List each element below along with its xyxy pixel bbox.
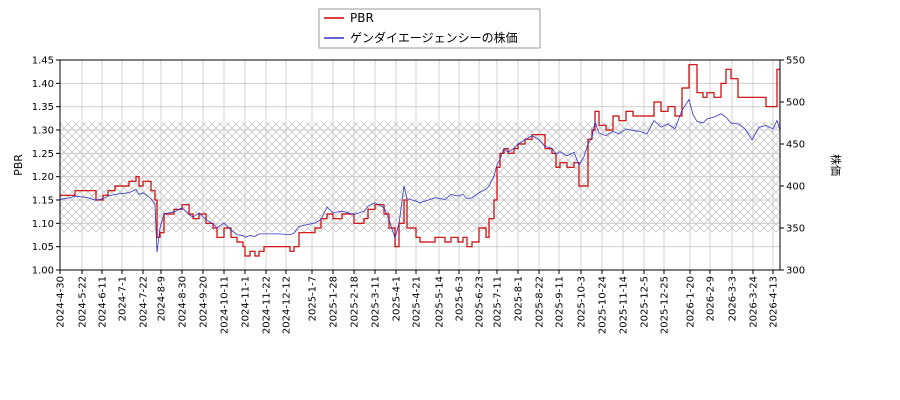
x-tick-label: 2025-8-1 xyxy=(514,276,525,321)
y-left-tick-label: 1.25 xyxy=(32,149,54,160)
x-tick-label: 2025-12-25 xyxy=(660,276,671,334)
x-tick-label: 2025-10-24 xyxy=(598,276,609,334)
x-tick-label: 2026-1-20 xyxy=(686,276,697,328)
x-tick-label: 2025-6-3 xyxy=(455,276,466,321)
x-tick-label: 2025-1-28 xyxy=(329,276,340,328)
y-left-tick-label: 1.30 xyxy=(32,126,54,137)
x-tick-label: 2024-11-1 xyxy=(241,276,252,328)
x-tick-label: 2024-8-9 xyxy=(157,276,168,321)
x-tick-label: 2026-3-24 xyxy=(749,276,760,328)
y-left-tick-label: 1.45 xyxy=(32,56,54,67)
x-tick-label: 2025-8-22 xyxy=(535,276,546,328)
y-right-tick-label: 350 xyxy=(786,224,805,235)
legend: PBR ゲンダイエージェンシーの株価 xyxy=(318,8,541,49)
x-tick-label: 2025-6-23 xyxy=(475,276,486,328)
y-right-tick-label: 300 xyxy=(786,266,805,277)
y-axis-right-label: 株価 xyxy=(829,154,843,176)
y-left-tick-label: 1.35 xyxy=(32,102,54,113)
pbr-series-line xyxy=(60,64,780,257)
x-tick-label: 2025-2-18 xyxy=(350,276,361,328)
x-tick-label: 2026-3-3 xyxy=(728,276,739,321)
stock-price-series-line xyxy=(60,98,780,253)
x-tick-label: 2025-3-11 xyxy=(371,276,382,328)
x-tick-label: 2025-7-11 xyxy=(493,276,504,328)
y-left-tick-label: 1.40 xyxy=(32,79,54,90)
x-tick-label: 2024-9-20 xyxy=(199,276,210,328)
x-tick-label: 2025-1-7 xyxy=(308,276,319,321)
x-tick-label: 2025-11-14 xyxy=(619,276,630,334)
x-tick-label: 2025-12-5 xyxy=(640,276,651,328)
legend-price-label: ゲンダイエージェンシーの株価 xyxy=(350,30,518,45)
y-left-tick-label: 1.05 xyxy=(32,242,54,253)
x-tick-label: 2025-4-1 xyxy=(392,276,403,321)
x-tick-label: 2025-10-3 xyxy=(577,276,588,328)
y-left-tick-label: 1.20 xyxy=(32,172,54,183)
y-right-tick-label: 550 xyxy=(786,56,805,67)
plot-frame xyxy=(59,59,781,271)
x-tick-label: 2024-10-11 xyxy=(220,276,231,334)
x-tick-label: 2024-11-22 xyxy=(262,276,273,334)
x-tick-label: 2025-4-21 xyxy=(412,276,423,328)
x-tick-label: 2024-7-22 xyxy=(139,276,150,328)
x-tick-label: 2026-2-9 xyxy=(706,276,717,321)
y-right-tick-label: 500 xyxy=(786,98,805,109)
x-tick-label: 2025-9-11 xyxy=(555,276,566,328)
x-tick-label: 2024-12-12 xyxy=(282,276,293,334)
legend-pbr-label: PBR xyxy=(350,11,374,25)
y-right-tick-label: 450 xyxy=(786,140,805,151)
shaded-band xyxy=(60,122,780,233)
x-tick-label: 2024-6-11 xyxy=(98,276,109,328)
x-tick-label: 2024-7-1 xyxy=(118,276,129,321)
y-right-tick-label: 400 xyxy=(786,182,805,193)
y-axis-left-label: PBR xyxy=(12,154,25,176)
y-left-tick-label: 1.15 xyxy=(32,196,54,207)
x-tick-label: 2024-5-22 xyxy=(78,276,89,328)
x-tick-label: 2024-4-30 xyxy=(56,276,67,328)
x-tick-label: 2024-8-30 xyxy=(178,276,189,328)
y-left-tick-label: 1.00 xyxy=(32,266,54,277)
x-tick-label: 2025-5-14 xyxy=(435,276,446,328)
y-left-tick-label: 1.10 xyxy=(32,219,54,230)
x-tick-label: 2026-4-13 xyxy=(769,276,780,328)
